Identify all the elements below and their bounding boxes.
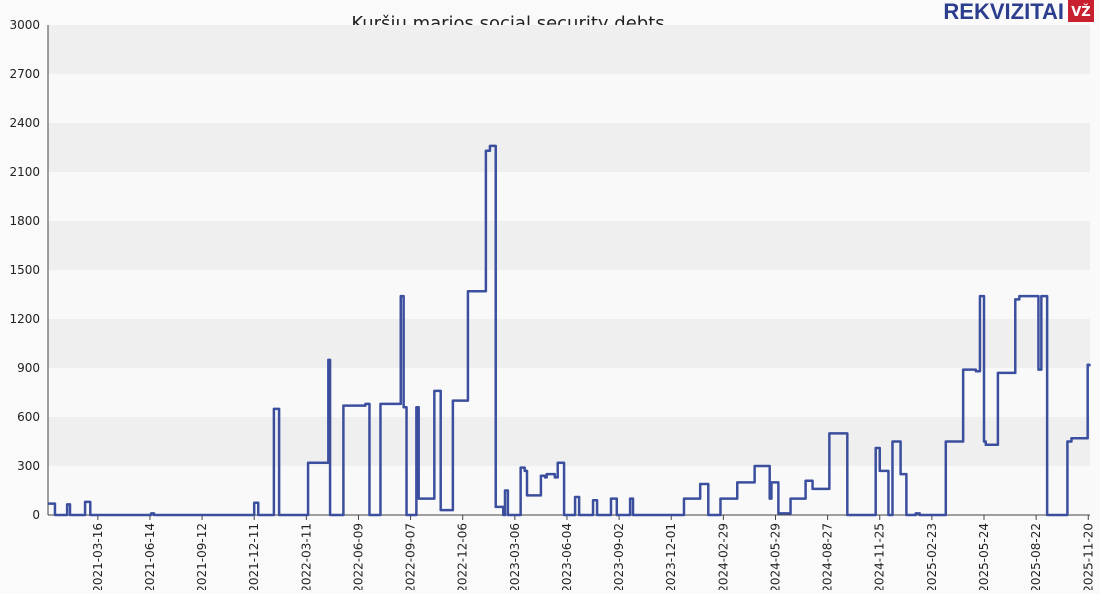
x-tick-label: 2022-09-07 [404, 523, 418, 590]
x-tick-label: 2024-02-29 [716, 523, 730, 590]
x-tick-label: 2022-03-11 [299, 523, 313, 590]
x-tick-label: 2022-06-09 [351, 523, 365, 590]
x-tick-label: 2023-09-02 [612, 523, 626, 590]
x-tick-label: 2021-06-14 [143, 523, 157, 590]
x-tick-label: 2025-08-22 [1029, 523, 1043, 590]
x-tick-label: 2022-12-06 [456, 523, 470, 590]
brand-badge: VŽ [1071, 4, 1091, 20]
x-tick-label: 2021-03-16 [91, 523, 105, 590]
x-tick-label: 2021-09-12 [195, 523, 209, 590]
y-tick-label: 1200 [9, 312, 40, 326]
brand-name: REKVIZITAI [943, 0, 1064, 24]
y-tick-label: 2400 [9, 116, 40, 130]
x-tick-label: 2023-06-04 [560, 523, 574, 590]
data-line [48, 144, 1091, 517]
y-tick-label: 1500 [9, 263, 40, 277]
x-tick-label: 2021-12-11 [247, 523, 261, 590]
grid-band [48, 417, 1090, 466]
x-tick-label: 2025-05-24 [977, 523, 991, 590]
x-tick-label: 2025-11-20 [1081, 523, 1095, 590]
y-tick-label: 2700 [9, 67, 40, 81]
y-tick-label: 3000 [9, 18, 40, 32]
y-tick-label: 0 [32, 508, 40, 522]
y-tick-label: 900 [17, 361, 40, 375]
x-tick-label: 2023-03-06 [508, 523, 522, 590]
brand-badge-box [1068, 0, 1094, 22]
x-tick-label: 2023-12-01 [664, 523, 678, 590]
grid-band [48, 221, 1090, 270]
y-tick-label: 300 [17, 459, 40, 473]
x-tick-label: 2024-11-25 [873, 523, 887, 590]
grid-band [48, 123, 1090, 172]
y-tick-label: 1800 [9, 214, 40, 228]
x-tick-label: 2025-02-23 [925, 523, 939, 590]
y-tick-label: 2100 [9, 165, 40, 179]
grid-band [48, 25, 1090, 74]
x-tick-label: 2024-08-27 [821, 523, 835, 590]
y-tick-label: 600 [17, 410, 40, 424]
x-tick-label: 2024-05-29 [768, 523, 782, 590]
grid-band [48, 319, 1090, 368]
